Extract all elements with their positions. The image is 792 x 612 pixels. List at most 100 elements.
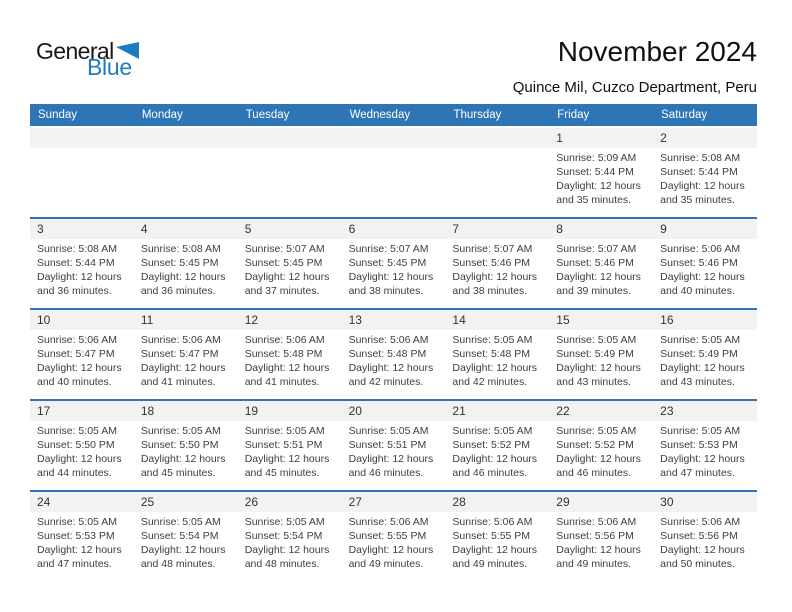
calendar-cell: Sunrise: 5:05 AM Sunset: 5:51 PM Daylight:…: [342, 424, 446, 490]
daylight-text: and 49 minutes.: [452, 558, 528, 570]
calendar-cell: Sunrise: 5:05 AM Sunset: 5:53 PM Daylight:…: [30, 515, 134, 581]
sunset-text: Sunset: 5:48 PM: [452, 348, 531, 360]
empty-cell: [445, 151, 549, 217]
daylight-text: Daylight: 12 hours: [660, 271, 745, 283]
daylight-text: and 37 minutes.: [244, 285, 320, 297]
day-number: 26: [244, 495, 259, 509]
sunset-text: Sunset: 5:51 PM: [244, 439, 323, 451]
daylight-text: Daylight: 12 hours: [452, 271, 538, 283]
daylight-text: and 45 minutes.: [244, 467, 320, 479]
sunrise-text: Sunrise: 5:05 AM: [37, 425, 117, 437]
sunrise-text: Sunrise: 5:05 AM: [660, 334, 741, 346]
day-number: 13: [348, 313, 362, 327]
sunset-text: Sunset: 5:45 PM: [140, 257, 219, 269]
day-number: 12: [244, 313, 259, 327]
week-body: Sunrise: 5:05 AM Sunset: 5:50 PM Daylight:…: [30, 421, 757, 490]
sunrise-text: Sunrise: 5:06 AM: [244, 334, 325, 346]
day-number: 2: [660, 131, 667, 145]
daylight-text: Daylight: 12 hours: [348, 362, 434, 374]
sunrise-text: Sunrise: 5:08 AM: [660, 152, 741, 164]
calendar-cell: Sunrise: 5:05 AM Sunset: 5:52 PM Daylight:…: [445, 424, 549, 490]
calendar-cell: Sunrise: 5:08 AM Sunset: 5:44 PM Daylight:…: [30, 242, 134, 308]
sunrise-text: Sunrise: 5:07 AM: [452, 243, 533, 255]
daylight-text: Daylight: 12 hours: [348, 453, 434, 465]
sunrise-text: Sunrise: 5:06 AM: [452, 516, 533, 528]
sunset-text: Sunset: 5:44 PM: [556, 166, 634, 178]
day-number: 28: [452, 495, 466, 509]
calendar-cell: Sunrise: 5:06 AM Sunset: 5:56 PM Daylight:…: [653, 515, 757, 581]
sunset-text: Sunset: 5:49 PM: [556, 348, 634, 360]
day-number: 8: [556, 222, 563, 236]
sunrise-text: Sunrise: 5:06 AM: [37, 334, 117, 346]
daylight-text: Daylight: 12 hours: [556, 453, 641, 465]
weekday-monday: Monday: [141, 109, 183, 121]
calendar-cell: Sunrise: 5:06 AM Sunset: 5:48 PM Daylight:…: [342, 333, 446, 399]
daylight-text: and 35 minutes.: [556, 194, 631, 206]
sunset-text: Sunset: 5:55 PM: [348, 530, 427, 542]
weekday-saturday: Saturday: [661, 109, 708, 121]
day-number: 22: [556, 404, 570, 418]
day-number: 24: [37, 495, 51, 509]
daylight-text: Daylight: 12 hours: [660, 180, 745, 192]
daylight-text: and 47 minutes.: [37, 558, 112, 570]
calendar-cell: Sunrise: 5:07 AM Sunset: 5:46 PM Daylight:…: [549, 242, 653, 308]
sunset-text: Sunset: 5:52 PM: [452, 439, 531, 451]
weekday-wednesday: Wednesday: [349, 109, 411, 121]
daylight-text: and 42 minutes.: [452, 376, 528, 388]
day-number: 3: [37, 222, 44, 236]
daylight-text: and 36 minutes.: [140, 285, 216, 297]
sunrise-text: Sunrise: 5:05 AM: [452, 425, 533, 437]
calendar-cell: Sunrise: 5:06 AM Sunset: 5:47 PM Daylight:…: [134, 333, 238, 399]
day-number: 1: [556, 131, 563, 145]
day-number: 10: [37, 313, 51, 327]
calendar-cell: Sunrise: 5:05 AM Sunset: 5:50 PM Daylight:…: [30, 424, 134, 490]
sunset-text: Sunset: 5:53 PM: [37, 530, 115, 542]
sunrise-text: Sunrise: 5:05 AM: [556, 425, 637, 437]
sunset-text: Sunset: 5:44 PM: [37, 257, 115, 269]
day-number: 19: [244, 404, 259, 418]
sunrise-text: Sunrise: 5:06 AM: [660, 516, 741, 528]
daylight-text: and 41 minutes.: [244, 376, 320, 388]
weekday-thursday: Thursday: [453, 109, 502, 121]
daylight-text: Daylight: 12 hours: [244, 544, 330, 556]
sunrise-text: Sunrise: 5:05 AM: [348, 425, 429, 437]
daylight-text: and 47 minutes.: [660, 467, 735, 479]
week-body: Sunrise: 5:08 AM Sunset: 5:44 PM Daylight:…: [30, 239, 757, 308]
calendar-cell: Sunrise: 5:09 AM Sunset: 5:44 PM Daylight:…: [549, 151, 653, 217]
sunset-text: Sunset: 5:54 PM: [140, 530, 219, 542]
sunset-text: Sunset: 5:50 PM: [140, 439, 219, 451]
calendar-cell: Sunrise: 5:05 AM Sunset: 5:50 PM Daylight:…: [134, 424, 238, 490]
sunset-text: Sunset: 5:45 PM: [244, 257, 323, 269]
calendar-cell: Sunrise: 5:07 AM Sunset: 5:45 PM Daylight:…: [342, 242, 446, 308]
sunrise-text: Sunrise: 5:05 AM: [37, 516, 117, 528]
daylight-text: and 38 minutes.: [348, 285, 424, 297]
logo-triangle-icon: [115, 42, 139, 63]
daylight-text: and 48 minutes.: [244, 558, 320, 570]
header-titles: November 2024 Quince Mil, Cuzco Departme…: [513, 36, 757, 96]
sunset-text: Sunset: 5:46 PM: [452, 257, 531, 269]
sunrise-text: Sunrise: 5:08 AM: [140, 243, 221, 255]
sunrise-text: Sunrise: 5:07 AM: [244, 243, 325, 255]
sunset-text: Sunset: 5:54 PM: [244, 530, 323, 542]
week-body: Sunrise: 5:06 AM Sunset: 5:47 PM Daylight:…: [30, 330, 757, 399]
daylight-text: Daylight: 12 hours: [140, 544, 226, 556]
general-blue-logo: General Blue: [36, 40, 139, 79]
daylight-text: and 49 minutes.: [556, 558, 631, 570]
daylight-text: Daylight: 12 hours: [660, 544, 745, 556]
daylight-text: and 46 minutes.: [452, 467, 528, 479]
day-number: 9: [660, 222, 667, 236]
sunset-text: Sunset: 5:49 PM: [660, 348, 738, 360]
week-row: 3 4 5 6 7 8 9 Sunrise: 5:08 AM Sunset: 5:44 PM Da…: [30, 217, 757, 308]
week-body: Sunrise: 5:09 AM Sunset: 5:44 PM Daylight:…: [30, 148, 757, 217]
day-number: 21: [452, 404, 466, 418]
sunset-text: Sunset: 5:48 PM: [348, 348, 427, 360]
week-row: 24 25 26 27 28 29 30 Sunrise: 5:05 AM Sunset: 5:…: [30, 490, 757, 581]
daylight-text: and 40 minutes.: [660, 285, 735, 297]
page-subtitle: Quince Mil, Cuzco Department, Peru: [512, 79, 757, 96]
daylight-text: and 50 minutes.: [660, 558, 735, 570]
sunset-text: Sunset: 5:46 PM: [556, 257, 634, 269]
calendar-cell: Sunrise: 5:05 AM Sunset: 5:49 PM Daylight:…: [549, 333, 653, 399]
sunrise-text: Sunrise: 5:06 AM: [556, 516, 637, 528]
daylight-text: and 35 minutes.: [660, 194, 735, 206]
